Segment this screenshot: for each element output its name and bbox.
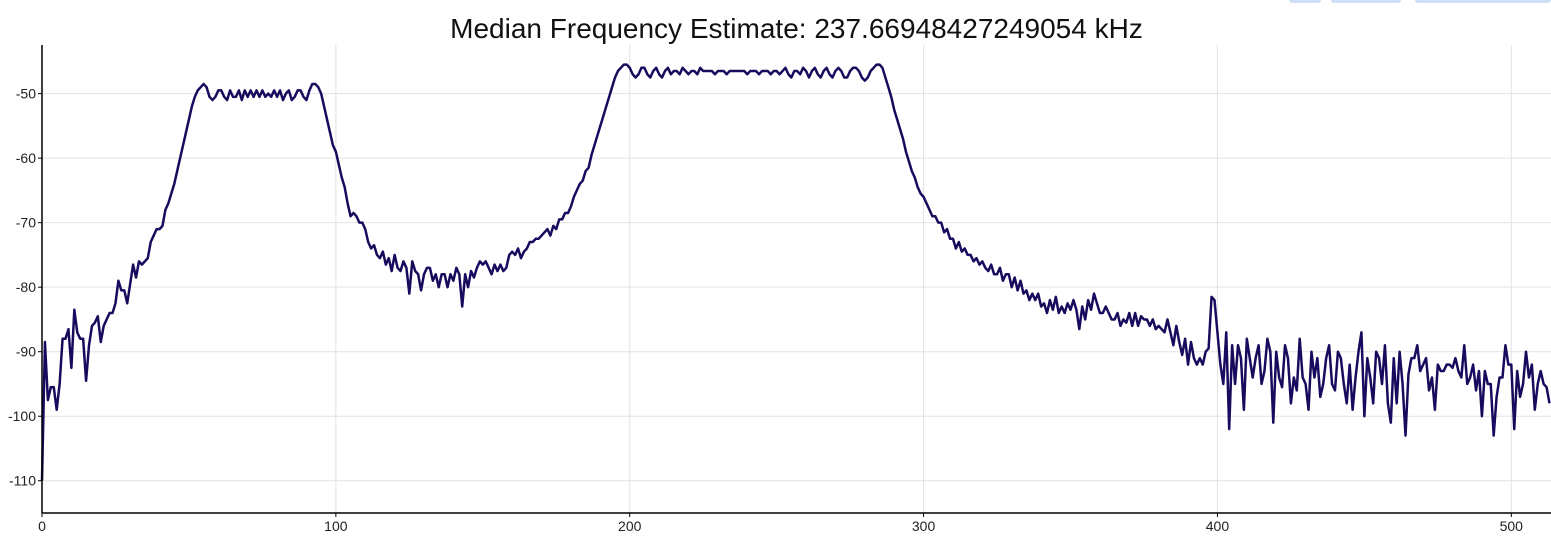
x-tick-label: 0	[38, 518, 46, 534]
series-line	[40, 63, 1551, 481]
y-tick-label: -90	[16, 344, 36, 360]
x-tick-label: 300	[912, 518, 936, 534]
axis-layer	[41, 45, 1551, 514]
ticks-layer: 0 100 200 300 400 500 -50 -60 -70 -80 -90 -100 -110	[8, 86, 1523, 534]
modebar-button[interactable]	[1289, 0, 1321, 3]
y-tick-label: -50	[16, 86, 36, 102]
y-tick-label: -80	[16, 279, 36, 295]
x-tick-label: 200	[618, 518, 642, 534]
x-tick-label: 500	[1500, 518, 1524, 534]
y-tick-label: -70	[16, 215, 36, 231]
y-tick-label: -60	[16, 150, 36, 166]
x-tick-label: 100	[324, 518, 348, 534]
grid-layer	[42, 45, 1551, 513]
chart-title: Median Frequency Estimate: 237.669484272…	[450, 13, 1143, 44]
modebar-button[interactable]	[1331, 0, 1401, 3]
y-tick-label: -100	[8, 408, 36, 424]
modebar-button[interactable]	[1415, 0, 1551, 3]
x-tick-label: 400	[1206, 518, 1230, 534]
series-layer	[40, 63, 1551, 481]
y-tick-label: -110	[9, 473, 36, 489]
